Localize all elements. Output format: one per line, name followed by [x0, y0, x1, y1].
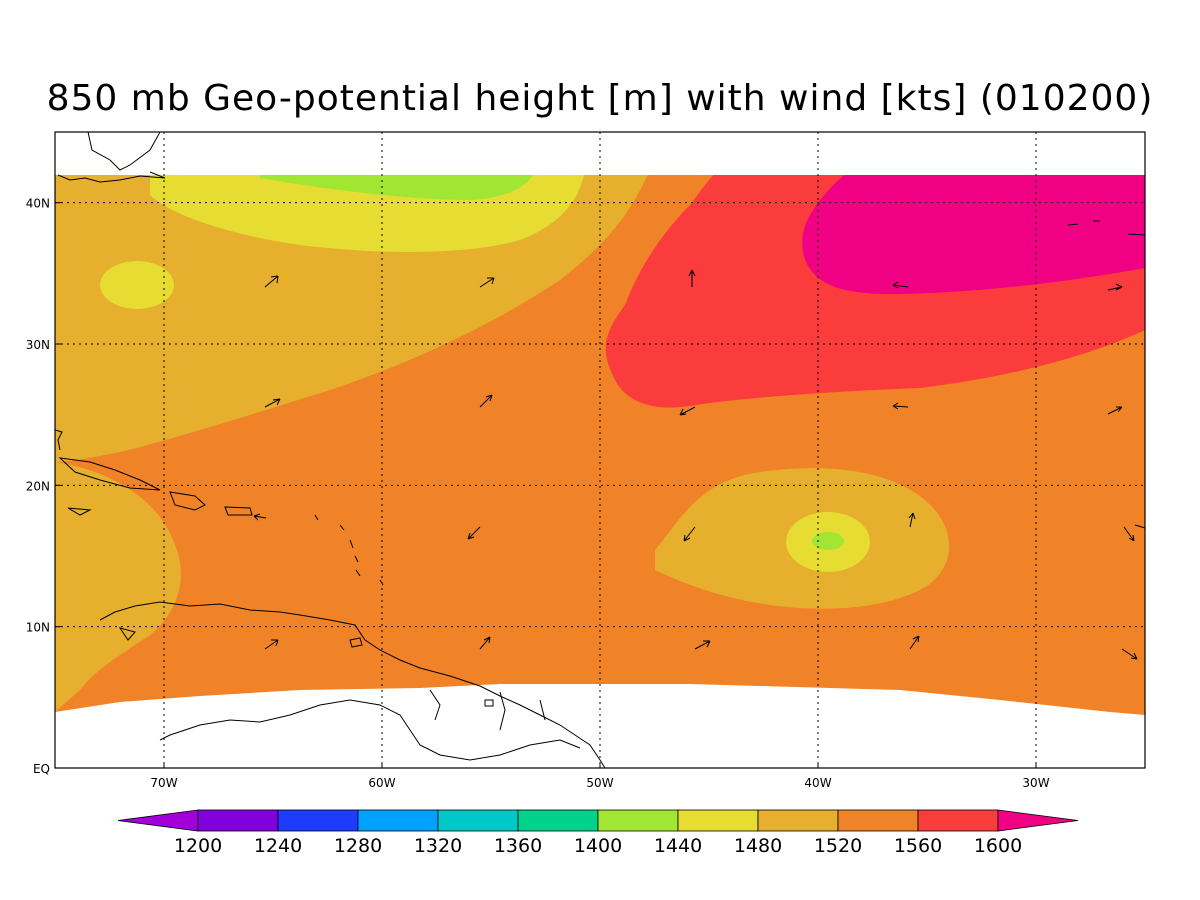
colorbar-swatch	[517, 809, 599, 832]
colorbar-swatch	[357, 809, 439, 832]
wind-arrow	[908, 512, 916, 528]
antilles-coast	[314, 514, 384, 586]
axis-ticks: 70W 60W 50W 40W 30W EQ 10N 20N 30N 40N	[26, 197, 1050, 790]
colorbar-level-label: 1600	[974, 835, 1022, 857]
wind-arrow	[688, 269, 696, 287]
colorbar-swatch	[757, 809, 839, 832]
lon-tick-label: 40W	[804, 776, 831, 790]
wind-arrow	[264, 639, 279, 650]
band-1400-1440-center	[812, 532, 844, 550]
trinidad	[349, 637, 363, 648]
colorbar-level-label: 1280	[334, 835, 382, 857]
colorbar-level-label: 1240	[254, 835, 302, 857]
lat-tick-label: 40N	[26, 197, 50, 211]
florida-coast	[55, 429, 63, 451]
colorbar-level-label: 1520	[814, 835, 862, 857]
wind-arrow	[1107, 406, 1123, 415]
wind-arrow	[467, 526, 481, 540]
wind-arrow	[683, 526, 696, 542]
wind-arrow	[479, 277, 495, 288]
wind-arrow	[264, 398, 281, 408]
wind-arrow	[892, 402, 909, 410]
lat-tick-label: EQ	[33, 762, 50, 776]
colorbar-swatch	[677, 809, 759, 832]
colorbar-level-label: 1200	[174, 835, 222, 857]
lon-tick-label: 70W	[150, 776, 177, 790]
wind-arrow	[679, 406, 696, 416]
wind-vectors	[253, 269, 1138, 660]
lake-guri	[484, 699, 494, 707]
lat-tick-label: 10N	[26, 621, 50, 635]
colorbar-swatch	[837, 809, 919, 832]
colorbar-swatch	[437, 809, 519, 832]
lat-tick-label: 20N	[26, 479, 50, 493]
venezuela-inland	[159, 699, 581, 761]
chart-title: 850 mb Geo-potential height [m] with win…	[46, 78, 1154, 119]
cuba-coast	[58, 457, 161, 491]
wind-arrow	[892, 281, 909, 289]
band-1400-1440-north	[260, 175, 535, 200]
lake-maracaibo	[118, 627, 136, 641]
band-above-1600	[802, 175, 1145, 295]
colorbar: 1200 1240 1280 1320 1360 1400 1440 1480 1520 1560…	[117, 809, 1079, 857]
wind-arrow	[479, 636, 491, 650]
wind-arrow	[909, 635, 920, 650]
lon-tick-label: 50W	[586, 776, 613, 790]
south-america-coast	[99, 601, 606, 768]
guyana-border	[429, 689, 546, 731]
colorbar-swatch	[597, 809, 679, 832]
coastlines	[55, 132, 1145, 768]
wind-arrow	[479, 394, 493, 408]
colorbar-swatch	[277, 809, 359, 832]
band-1480-1520-south	[55, 462, 181, 712]
puerto-rico-coast	[224, 506, 253, 516]
colorbar-over-triangle	[997, 809, 1079, 832]
plot-area	[55, 132, 1145, 768]
colorbar-level-label: 1360	[494, 835, 542, 857]
wind-arrow	[253, 513, 267, 521]
gridlines	[55, 132, 1145, 768]
colorbar-level-label: 1320	[414, 835, 462, 857]
colorbar-swatch	[917, 809, 999, 832]
hispaniola-coast	[169, 491, 206, 511]
colorbar-level-label: 1440	[654, 835, 702, 857]
wind-arrow	[1107, 283, 1123, 291]
wind-arrow	[264, 275, 279, 288]
colorbar-swatch	[197, 809, 279, 832]
east-atlantic-islands	[1067, 220, 1145, 529]
colorbar-level-label: 1400	[574, 835, 622, 857]
lon-tick-label: 60W	[368, 776, 395, 790]
wind-arrow	[694, 640, 711, 650]
wind-arrow	[1123, 526, 1135, 542]
colorbar-under-triangle	[117, 809, 199, 832]
lon-tick-label: 30W	[1022, 776, 1049, 790]
band-1440-1480-west	[100, 261, 174, 309]
colorbar-level-label: 1480	[734, 835, 782, 857]
northeast-us-coast	[57, 132, 166, 183]
lat-tick-label: 30N	[26, 338, 50, 352]
jamaica-coast	[67, 507, 92, 516]
colorbar-level-label: 1560	[894, 835, 942, 857]
wind-arrow	[1121, 648, 1138, 660]
